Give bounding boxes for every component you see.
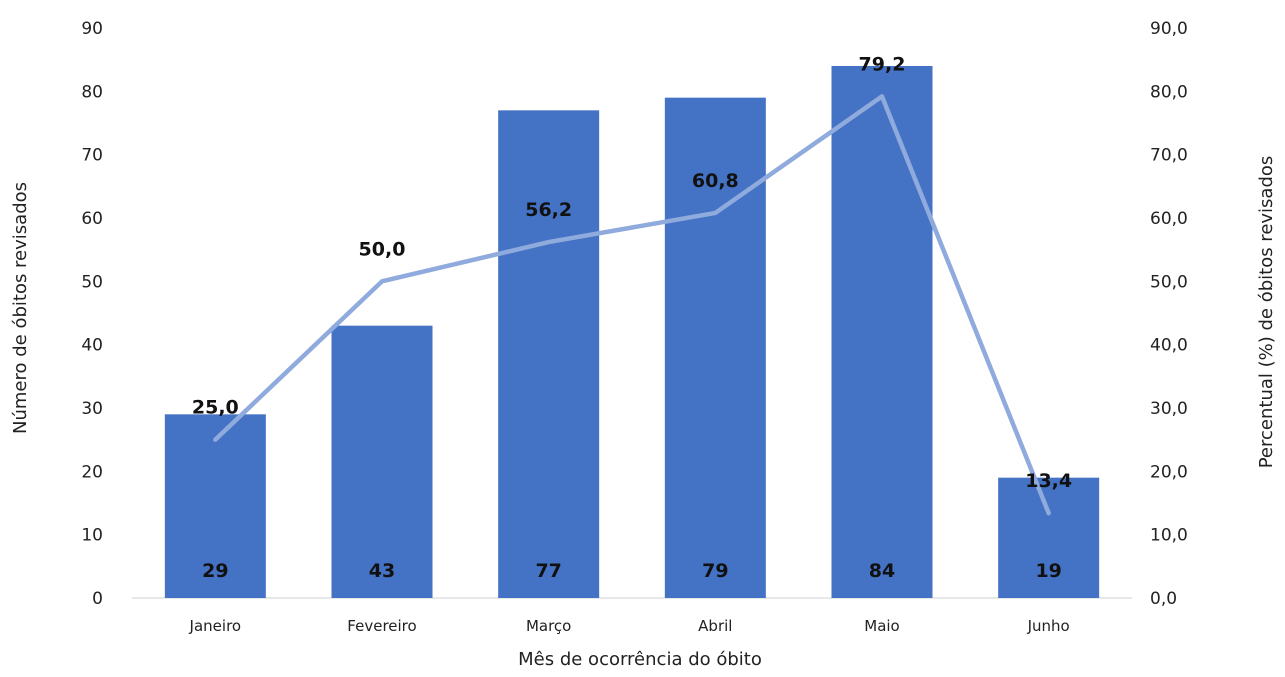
bar xyxy=(664,97,766,599)
percentage-line xyxy=(213,94,1051,516)
y-tick-label: 30 xyxy=(81,399,103,419)
bars-series xyxy=(164,66,1100,599)
y2-tick-label: 90,0 xyxy=(1150,19,1188,39)
y-tick-label: 0 xyxy=(92,589,103,609)
bar-data-labels: 29 43 77 79 84 19 xyxy=(202,560,1062,582)
right-axis-ticks: 0,0 10,0 20,0 30,0 40,0 50,0 60,0 70,0 80,0 90,0 xyxy=(1150,19,1188,609)
line-value-label: 50,0 xyxy=(359,238,406,260)
line-value-label: 60,8 xyxy=(692,170,739,192)
x-category-label: Abril xyxy=(698,617,732,635)
bar-value-label: 77 xyxy=(535,560,561,582)
bar xyxy=(831,66,933,598)
bar-value-label: 43 xyxy=(369,560,395,582)
y-tick-label: 20 xyxy=(81,462,103,482)
y2-tick-label: 20,0 xyxy=(1150,462,1188,482)
category-labels: Janeiro Fevereiro Março Abril Maio Junho xyxy=(189,617,1070,635)
y2-tick-label: 50,0 xyxy=(1150,272,1188,292)
y2-tick-label: 40,0 xyxy=(1150,336,1188,356)
left-axis-ticks: 0 10 20 30 40 50 60 70 80 90 xyxy=(81,19,103,609)
y2-tick-label: 0,0 xyxy=(1150,589,1177,609)
bar xyxy=(998,477,1100,598)
bar-value-label: 84 xyxy=(869,560,895,582)
y-tick-label: 10 xyxy=(81,526,103,546)
y-tick-label: 40 xyxy=(81,336,103,356)
line-data-labels: 25,0 50,0 56,2 60,8 79,2 13,4 xyxy=(192,53,1072,492)
x-axis-title: Mês de ocorrência do óbito xyxy=(518,649,762,670)
line-series xyxy=(213,94,1051,516)
right-axis-title: Percentual (%) de óbitos revisados xyxy=(1256,156,1277,469)
x-category-label: Janeiro xyxy=(189,617,242,635)
y-tick-label: 90 xyxy=(81,19,103,39)
line-value-label: 13,4 xyxy=(1025,470,1072,492)
y-tick-label: 50 xyxy=(81,272,103,292)
y2-tick-label: 60,0 xyxy=(1150,209,1188,229)
left-axis-title: Número de óbitos revisados xyxy=(10,182,31,434)
line-value-label: 79,2 xyxy=(859,53,906,75)
x-category-label: Junho xyxy=(1027,617,1070,635)
y2-tick-label: 30,0 xyxy=(1150,399,1188,419)
y-tick-label: 80 xyxy=(81,82,103,102)
line-value-label: 56,2 xyxy=(525,199,572,221)
y2-tick-label: 70,0 xyxy=(1150,146,1188,166)
bar-value-label: 19 xyxy=(1035,560,1061,582)
bar xyxy=(498,110,600,598)
y2-tick-label: 10,0 xyxy=(1150,526,1188,546)
line-value-label: 25,0 xyxy=(192,397,239,419)
bar xyxy=(331,325,433,598)
bar-value-label: 29 xyxy=(202,560,228,582)
y-tick-label: 60 xyxy=(81,209,103,229)
x-category-label: Maio xyxy=(864,617,899,635)
y2-tick-label: 80,0 xyxy=(1150,82,1188,102)
x-category-label: Março xyxy=(526,617,571,635)
bar xyxy=(164,414,266,598)
bar-value-label: 79 xyxy=(702,560,728,582)
y-tick-label: 70 xyxy=(81,146,103,166)
x-category-label: Fevereiro xyxy=(347,617,416,635)
